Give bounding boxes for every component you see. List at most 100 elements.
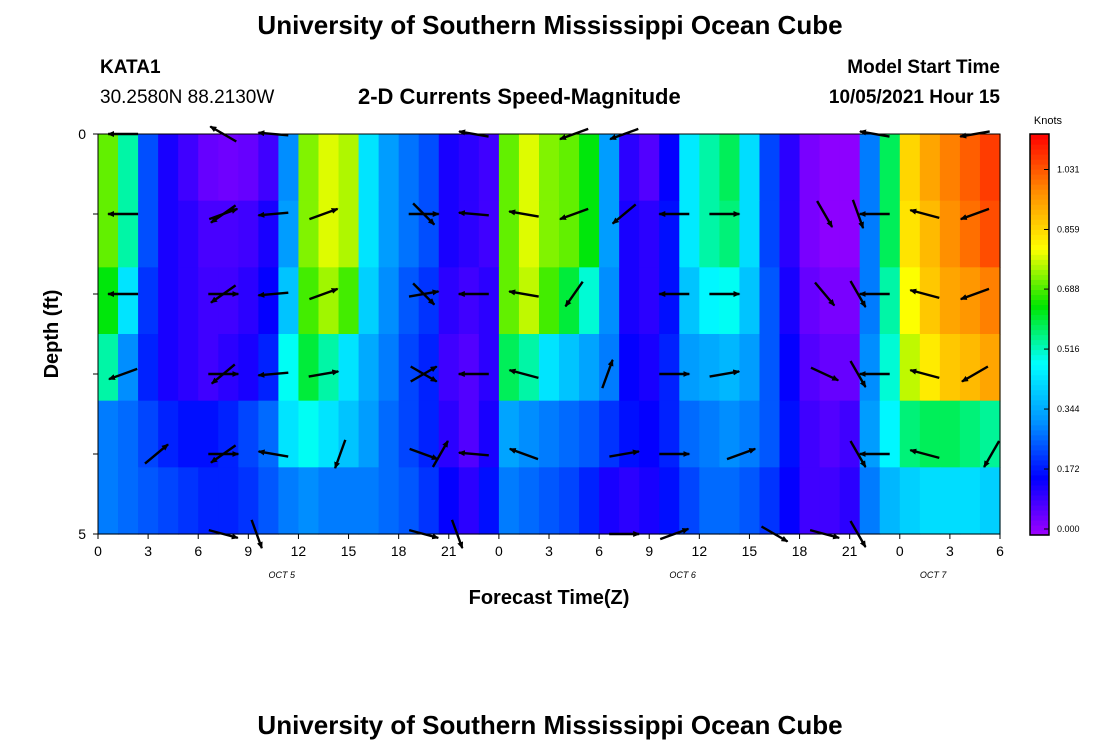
- heat-cell: [178, 400, 199, 468]
- colorbar-segment: [1030, 404, 1049, 411]
- heat-cell: [599, 200, 620, 268]
- heat-cell: [639, 334, 660, 402]
- current-vector: [849, 360, 867, 388]
- heat-cell: [458, 134, 480, 202]
- colorbar-segment: [1030, 464, 1049, 471]
- heat-cell: [739, 134, 761, 202]
- colorbar-unit: Knots: [1034, 115, 1063, 127]
- heat-cell: [559, 200, 580, 268]
- current-vector: [564, 281, 584, 308]
- heat-cell: [899, 467, 921, 535]
- x-tick-label: 3: [545, 543, 553, 559]
- heat-cell: [899, 400, 921, 468]
- colorbar-segment: [1030, 444, 1049, 451]
- heat-cell: [659, 400, 680, 468]
- heat-cell: [759, 267, 781, 335]
- heat-cell: [599, 267, 620, 335]
- heat-cell: [118, 467, 139, 535]
- heat-cell: [378, 267, 400, 335]
- colorbar-segment: [1030, 224, 1049, 230]
- heat-cell: [799, 400, 821, 468]
- y-axis-label: Depth (ft): [41, 290, 63, 379]
- colorbar-segment: [1030, 519, 1049, 526]
- heat-cell: [538, 134, 560, 202]
- current-vector: [457, 450, 489, 457]
- heat-cell: [619, 200, 640, 268]
- heat-cell: [619, 467, 640, 535]
- x-axis-label: Forecast Time(Z): [469, 587, 630, 609]
- heat-cell: [939, 467, 961, 535]
- colorbar-segment: [1030, 514, 1049, 521]
- colorbar-segment: [1030, 509, 1049, 516]
- heat-cell: [398, 267, 420, 335]
- heat-cell: [118, 134, 139, 202]
- heat-cell: [659, 267, 680, 335]
- current-vector: [851, 199, 865, 230]
- heat-cell: [879, 334, 901, 402]
- heat-cell: [138, 267, 159, 335]
- date-label: OCT 5: [268, 570, 295, 580]
- current-vector: [909, 448, 940, 460]
- heat-cell: [919, 267, 941, 335]
- heat-cell: [258, 467, 279, 535]
- heat-cell: [939, 400, 961, 468]
- heat-cell: [879, 267, 901, 335]
- heat-cell: [318, 200, 340, 268]
- colorbar-segment: [1030, 334, 1049, 341]
- heat-cell: [899, 134, 921, 202]
- heat-cell: [498, 334, 520, 402]
- heat-cell: [859, 267, 881, 335]
- colorbar-tick-label: 0.859: [1057, 224, 1080, 234]
- heat-cell: [799, 134, 821, 202]
- heat-cell: [358, 134, 380, 202]
- current-vector: [210, 284, 237, 304]
- current-vector: [257, 449, 289, 458]
- heat-cell: [498, 467, 520, 535]
- heat-cell: [739, 467, 761, 535]
- colorbar-segment: [1030, 474, 1049, 481]
- colorbar-segment: [1030, 384, 1049, 391]
- colorbar-segment: [1030, 504, 1049, 511]
- current-vector: [508, 368, 539, 380]
- page-title-bottom: University of Southern Mississippi Ocean…: [257, 710, 843, 740]
- heat-cell: [218, 200, 239, 268]
- x-tick-label: 21: [842, 543, 858, 559]
- x-tick-label: 12: [291, 543, 307, 559]
- station-id: KATA1: [100, 57, 161, 78]
- colorbar-segment: [1030, 134, 1049, 140]
- heat-cell: [719, 200, 741, 268]
- heat-cell: [198, 267, 219, 335]
- heat-cell: [659, 467, 680, 535]
- model-start-label: Model Start Time: [847, 57, 1000, 78]
- heat-cell: [819, 467, 841, 535]
- colorbar-segment: [1030, 419, 1049, 426]
- heat-cell: [158, 134, 179, 202]
- heat-cell: [138, 467, 159, 535]
- current-vector: [457, 210, 489, 217]
- colorbar-segment: [1030, 434, 1049, 441]
- heat-cell: [198, 400, 219, 468]
- heat-cell: [358, 200, 380, 268]
- heat-cell: [338, 200, 360, 268]
- heat-cell: [438, 267, 460, 335]
- heat-cell: [318, 467, 340, 535]
- heat-cell: [98, 400, 119, 468]
- heat-cell: [238, 267, 259, 335]
- heat-cell: [959, 334, 981, 402]
- colorbar-segment: [1030, 144, 1049, 150]
- colorbar-segment: [1030, 229, 1049, 235]
- current-vector: [257, 291, 289, 298]
- current-vector: [257, 371, 289, 378]
- heat-cell: [919, 400, 941, 468]
- heat-cell: [679, 467, 700, 535]
- heat-cell: [378, 400, 400, 468]
- colorbar-segment: [1030, 389, 1049, 396]
- colorbar-segment: [1030, 364, 1049, 371]
- heat-cell: [579, 134, 600, 202]
- heat-cell: [378, 134, 400, 202]
- x-tick-label: 6: [996, 543, 1004, 559]
- current-vector: [983, 440, 1001, 468]
- heat-cell: [158, 467, 179, 535]
- colorbar-segment: [1030, 139, 1049, 145]
- heat-cell: [839, 334, 861, 402]
